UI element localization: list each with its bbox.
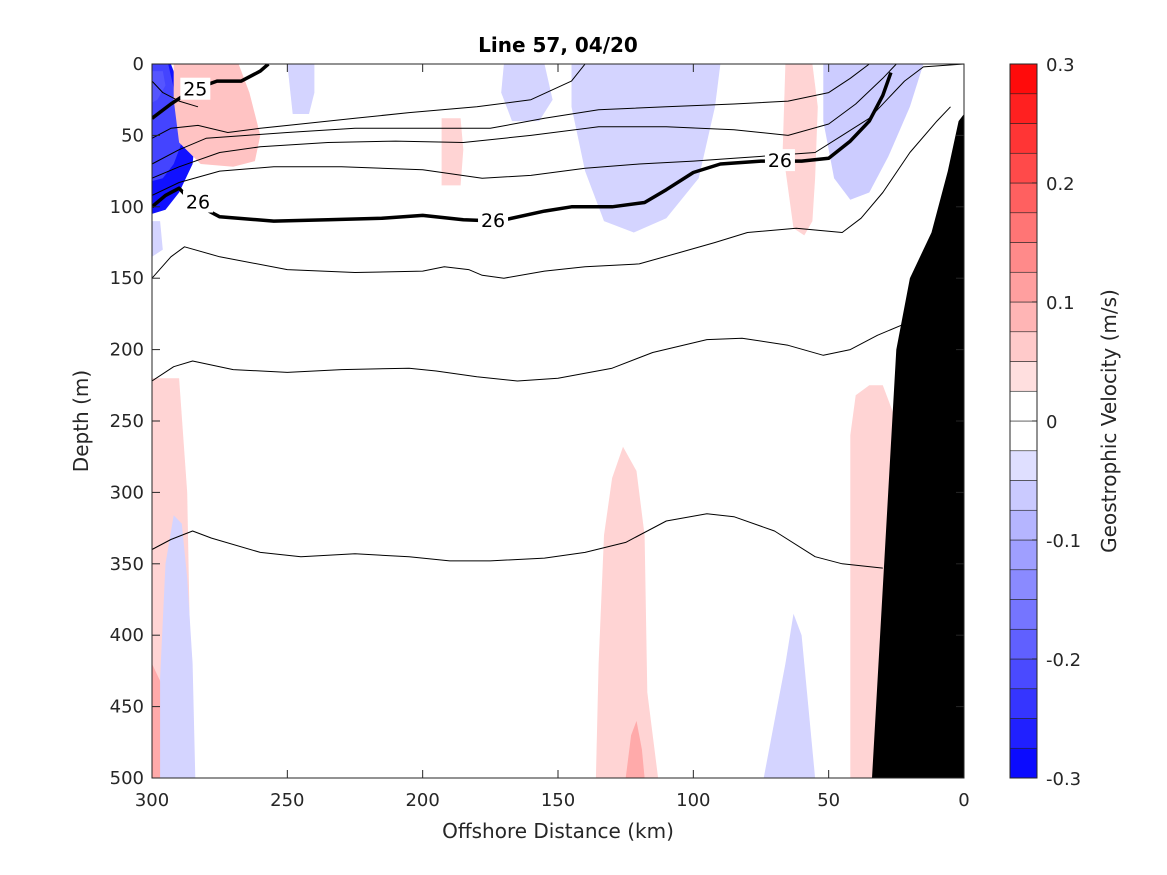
colorbar-segment [1009, 123, 1038, 154]
colorbar-segment [1009, 331, 1038, 362]
x-tick-label: 100 [676, 790, 710, 811]
isopycnal-line-bold [152, 64, 270, 120]
x-tick-label: 150 [541, 790, 575, 811]
chart-title: Line 57, 04/20 [478, 33, 638, 57]
contour-label-bg [183, 190, 214, 213]
isopycnal-line [152, 106, 951, 279]
contour-label: 26 [481, 210, 505, 232]
colorbar-segment [1009, 182, 1038, 214]
colorbar-segment [1009, 747, 1038, 779]
y-axis: 0 50 100 150 200 250 300 350 400 450 500 [110, 54, 964, 789]
colorbar-segment [1009, 509, 1038, 541]
colorbar-segment [1009, 688, 1038, 719]
y-axis-label: Depth (m) [69, 370, 93, 472]
colorbar-segment [1009, 361, 1038, 392]
y-tick-label: 50 [121, 125, 144, 146]
colorbar-segment [1009, 599, 1038, 630]
colorbar-segment [1009, 93, 1038, 124]
contour-label: 26 [768, 150, 792, 172]
colorbar-segment [1009, 390, 1038, 422]
colorbar-label: Geostrophic Velocity (m/s) [1097, 289, 1121, 553]
velocity-patch [625, 720, 645, 778]
velocity-patch [782, 64, 818, 236]
colorbar-segment [1009, 539, 1038, 571]
isopycnal-line [152, 64, 870, 165]
contour-label-bg [180, 77, 211, 100]
colorbar-segment [1009, 628, 1038, 660]
colorbar-segment [1009, 658, 1038, 690]
colorbar-segment [1009, 569, 1038, 600]
colorbar-tick-label: 0.3 [1046, 55, 1075, 76]
y-tick-label: 150 [110, 268, 144, 289]
colorbar-tick-label: -0.2 [1046, 650, 1081, 671]
colorbar-segment [1009, 450, 1038, 481]
x-tick-label: 300 [135, 790, 169, 811]
velocity-patch [823, 64, 924, 200]
isopycnal-line-bold [152, 72, 893, 223]
colorbar-tick-label: 0.2 [1046, 174, 1075, 195]
velocity-patch [152, 71, 166, 103]
velocity-patch [152, 221, 163, 257]
y-tick-label: 100 [110, 197, 144, 218]
y-tick-label: 500 [110, 768, 144, 789]
colorbar-segment [1009, 212, 1038, 243]
colorbar-tick-label: 0.1 [1046, 293, 1075, 314]
y-tick-label: 0 [133, 54, 144, 75]
isopycnal-contours [152, 64, 964, 569]
y-tick-label: 300 [110, 482, 144, 503]
x-tick-label: 250 [270, 790, 304, 811]
velocity-patch [595, 446, 659, 778]
x-tick-label: 200 [405, 790, 439, 811]
x-tick-label: 0 [958, 790, 969, 811]
colorbar-segment [1009, 63, 1038, 95]
colorbar-segment [1009, 420, 1038, 452]
contour-label-bg [764, 149, 795, 172]
colorbar-segment [1009, 480, 1038, 511]
velocity-patch [763, 613, 816, 778]
isopycnal-line [152, 64, 897, 179]
contour-label: 25 [183, 79, 207, 101]
contour-labels: 25 26 26 26 [180, 77, 795, 232]
isopycnal-line [152, 64, 586, 139]
colorbar: 0.3 0.2 0.1 0 -0.1 -0.2 -0.3 [1009, 55, 1081, 790]
colorbar-tick-label: -0.1 [1046, 531, 1081, 552]
colorbar-segment [1009, 152, 1038, 184]
x-axis-label: Offshore Distance (km) [442, 819, 674, 843]
y-tick-label: 400 [110, 625, 144, 646]
x-tick-label: 50 [817, 790, 840, 811]
colorbar-segment [1009, 718, 1038, 749]
isopycnal-line [152, 323, 905, 382]
contour-label-bg [478, 209, 509, 232]
colorbar-segment [1009, 242, 1038, 273]
colorbar-segment [1009, 271, 1038, 303]
colorbar-tick-label: 0 [1046, 412, 1057, 433]
plot-area [152, 64, 964, 778]
contour-label: 26 [186, 192, 210, 214]
velocity-patch [287, 64, 315, 114]
x-axis: 300 250 200 150 100 50 0 [135, 64, 970, 811]
y-tick-label: 250 [110, 411, 144, 432]
velocity-patch [501, 64, 553, 122]
bathymetry [872, 114, 964, 778]
y-tick-label: 200 [110, 340, 144, 361]
y-tick-label: 350 [110, 554, 144, 575]
seafloor [872, 114, 964, 778]
colorbar-segment [1009, 301, 1038, 333]
velocity-patch [160, 515, 196, 778]
isopycnal-line [152, 513, 883, 569]
isopycnal-line [152, 80, 199, 108]
velocity-patch [441, 118, 464, 186]
y-tick-label: 450 [110, 697, 144, 718]
colorbar-tick-label: -0.3 [1046, 769, 1081, 790]
